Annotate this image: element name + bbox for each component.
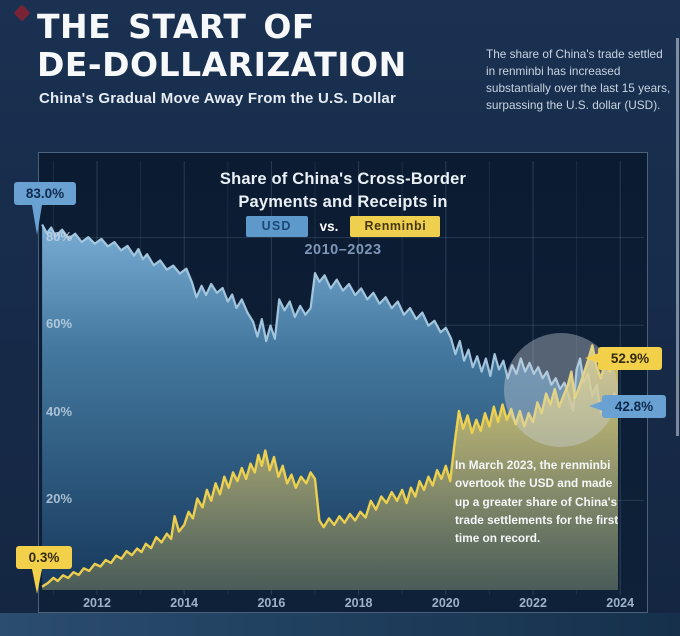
callout-tail xyxy=(589,401,603,411)
page-title-line2: DE-DOLLARIZATION xyxy=(37,45,407,84)
callout-renminbi-end-value: 52.9% xyxy=(610,351,650,366)
chart-period: 2010–2023 xyxy=(304,242,382,258)
callout-usd-end-value: 42.8% xyxy=(614,399,654,414)
callout-usd-end: 42.8% xyxy=(589,395,666,418)
renminbi-line xyxy=(41,344,619,588)
chart-panel xyxy=(38,152,648,613)
legend-renminbi-badge: Renminbi xyxy=(350,216,441,237)
logo-mark-icon xyxy=(13,4,31,22)
chart-annotation: In March 2023, the renminbi overtook the… xyxy=(455,458,619,546)
legend-usd-badge: USD xyxy=(245,216,308,237)
page-title: THE START OF DE-DOLLARIZATION xyxy=(37,8,407,84)
page-subtitle: China's Gradual Move Away From the U.S. … xyxy=(39,90,397,107)
chart-legend: USD vs. Renminbi xyxy=(193,216,493,237)
callout-tail xyxy=(32,569,42,594)
chart-title-line1: Share of China's Cross-Border xyxy=(219,170,467,188)
callout-usd-start-value: 83.0% xyxy=(25,186,65,201)
callout-tail xyxy=(32,205,42,235)
usd-line xyxy=(41,223,619,415)
right-edge-line xyxy=(676,38,679,436)
callout-tail xyxy=(585,353,599,363)
intro-note: The share of China's trade settled in re… xyxy=(486,47,671,113)
page-title-line1: THE START OF xyxy=(37,7,315,46)
callout-usd-start: 83.0% xyxy=(14,182,76,235)
chart-title-line2: Payments and Receipts in xyxy=(238,193,448,211)
renminbi-area xyxy=(42,345,619,590)
callout-renminbi-end: 52.9% xyxy=(585,347,662,370)
callout-renminbi-start: 0.3% xyxy=(16,546,72,594)
chart-series xyxy=(41,223,619,590)
callout-renminbi-start-value: 0.3% xyxy=(28,550,60,565)
footer-band xyxy=(0,613,680,636)
legend-vs-label: vs. xyxy=(319,219,339,234)
